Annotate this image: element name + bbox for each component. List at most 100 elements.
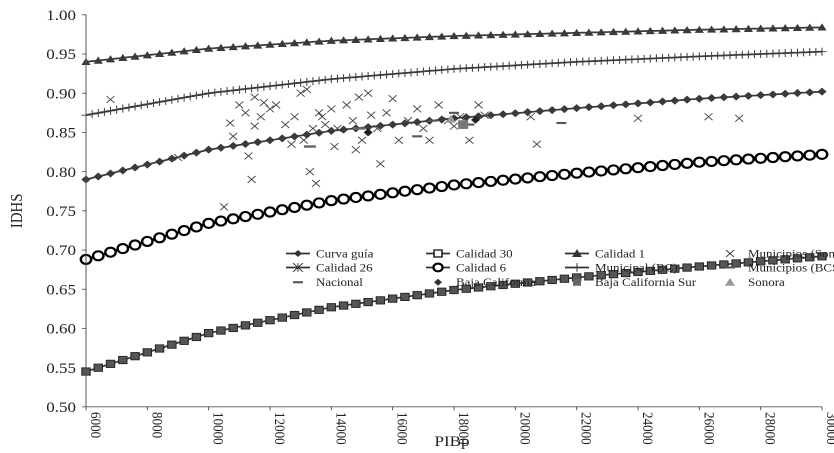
diamond-marker: [645, 98, 655, 107]
x-mark: [241, 109, 250, 117]
triangle-marker: [719, 25, 729, 33]
diamond-marker: [768, 90, 778, 99]
x-mark: [388, 94, 398, 103]
municipio-son-point: [256, 112, 266, 121]
diamond-marker: [572, 104, 582, 113]
square-marker: [363, 297, 373, 307]
circle-marker: [189, 221, 203, 233]
municipio-son-point: [106, 95, 115, 104]
square-marker: [424, 289, 435, 298]
square-marker: [253, 318, 263, 327]
circle-marker: [717, 155, 731, 167]
triangle-marker: [584, 28, 594, 36]
axes-layer: 0.50 0.55 0.60 0.65 0.70 0.75 0.80 0.85 0.90 0.95…: [46, 8, 834, 445]
circle-marker: [508, 173, 522, 185]
circle-marker: [521, 172, 534, 184]
y-tick-label: 0.90: [46, 86, 76, 102]
triangle-marker: [314, 37, 324, 45]
triangle-marker: [535, 29, 545, 37]
circle-marker: [386, 187, 400, 199]
circle-marker: [165, 228, 179, 240]
municipio-bcs-point: [556, 121, 567, 125]
square-marker: [596, 271, 606, 280]
circle-marker: [337, 193, 350, 205]
municipio-son-point: [287, 140, 296, 148]
triangle-marker: [302, 38, 312, 46]
municipio-son-point: [302, 85, 312, 94]
diamond-marker: [130, 163, 140, 172]
diamond-marker: [326, 126, 336, 135]
circle-marker: [754, 152, 768, 164]
diamond-marker: [817, 87, 827, 96]
circle-marker: [791, 150, 804, 162]
x-mark: [308, 124, 318, 133]
dash-marker: [725, 266, 735, 269]
municipio-son-point: [234, 101, 244, 109]
triangle-marker: [743, 24, 753, 32]
legend: Curva guía Calidad 30 Calidad 1 Municipios …: [286, 247, 834, 289]
y-axis-label: IDHS: [8, 194, 26, 229]
circle-marker: [472, 177, 485, 189]
triangle-marker: [756, 24, 766, 32]
x-marker: [725, 249, 735, 258]
x-mark: [250, 122, 260, 130]
circle-marker: [484, 175, 498, 187]
circle-marker: [349, 191, 363, 204]
circle-marker: [803, 149, 817, 161]
municipio-son-point: [704, 112, 713, 121]
triangle-marker: [510, 30, 520, 38]
circle-marker: [582, 166, 596, 178]
series-line: [85, 255, 823, 373]
square-marker: [522, 278, 533, 287]
diamond-marker: [756, 91, 766, 100]
x-mark: [296, 89, 306, 98]
square-marker: [682, 263, 692, 272]
diamond-marker: [105, 169, 116, 178]
circle-marker: [226, 213, 240, 225]
x-tick-label: 18000: [455, 412, 472, 445]
x-mark: [311, 179, 321, 188]
x-mark: [633, 114, 643, 123]
circle-marker: [410, 184, 424, 196]
municipio-son-point: [250, 93, 260, 101]
square-marker: [535, 277, 545, 286]
square-marker: [792, 254, 803, 263]
x-mark: [434, 101, 444, 109]
triangle-marker: [412, 33, 422, 41]
circle-marker: [177, 225, 191, 237]
square-marker: [191, 332, 202, 342]
triangle-marker: [633, 27, 643, 35]
square-marker: [154, 344, 165, 353]
circle-marker: [778, 151, 792, 163]
diamond-marker: [204, 145, 214, 154]
legend-label: Calidad 26: [316, 261, 373, 274]
circle-marker: [692, 156, 706, 168]
legend-label: Baja California: [456, 276, 536, 289]
triangle-marker: [216, 43, 226, 51]
triangle-marker: [805, 23, 815, 31]
triangle-marker: [155, 49, 165, 58]
triangle-marker: [253, 41, 263, 49]
triangle-marker: [498, 30, 508, 38]
circle-marker: [570, 167, 584, 179]
circle-marker: [545, 169, 559, 182]
diamond-marker: [388, 120, 398, 129]
municipio-son-point: [317, 112, 327, 121]
square-marker: [633, 267, 643, 277]
legend-label: Calidad 1: [595, 247, 645, 260]
x-mark: [228, 132, 238, 141]
triangle-marker: [105, 55, 116, 63]
x-mark: [106, 95, 115, 104]
square-marker: [412, 291, 422, 300]
square-marker: [573, 278, 581, 286]
x-mark: [464, 136, 474, 145]
circle-marker: [398, 185, 412, 197]
municipio-son-point: [247, 175, 256, 184]
dash-marker: [293, 281, 303, 284]
municipio-son-point: [633, 114, 643, 123]
diamond-marker: [314, 128, 324, 137]
square-marker: [670, 264, 680, 273]
triangle-marker: [725, 277, 735, 286]
triangle-marker: [339, 36, 349, 44]
municipio-son-point: [320, 120, 330, 129]
